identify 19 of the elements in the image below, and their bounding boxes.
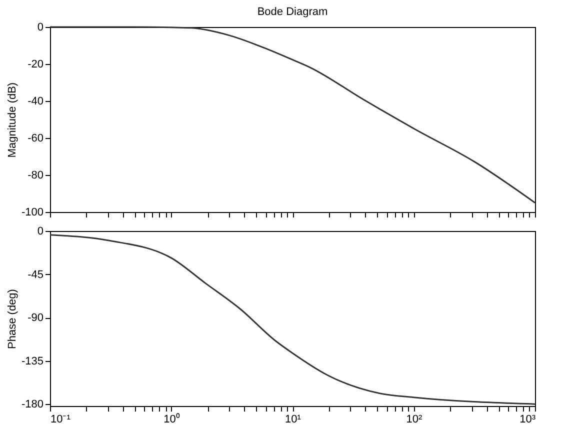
y-tick-label: -60 — [28, 132, 44, 144]
y-axis-title: Phase (deg) — [6, 289, 18, 349]
y-tick-label: 0 — [37, 226, 44, 238]
y-tick-label: 0 — [37, 22, 44, 34]
y-tick-label: -40 — [28, 96, 44, 108]
x-tick-label: 10² — [406, 414, 423, 426]
y-tick-label: -180 — [21, 398, 44, 411]
x-tick-label: 10⁰ — [164, 412, 180, 426]
x-tick-label: 10¹ — [285, 414, 302, 426]
y-tick-label: -90 — [28, 312, 44, 324]
y-tick-label: -80 — [28, 170, 44, 182]
chart-title: Bode Diagram — [257, 6, 328, 18]
y-axis-title: Magnitude (dB) — [6, 82, 18, 158]
y-tick-label: -20 — [28, 58, 44, 70]
x-tick-label: 10⁻¹ — [50, 414, 71, 426]
x-tick-label: 10³ — [520, 414, 536, 426]
y-tick-label: -135 — [21, 355, 44, 368]
y-tick-label: -45 — [28, 268, 44, 281]
y-tick-label: -100 — [21, 206, 44, 218]
